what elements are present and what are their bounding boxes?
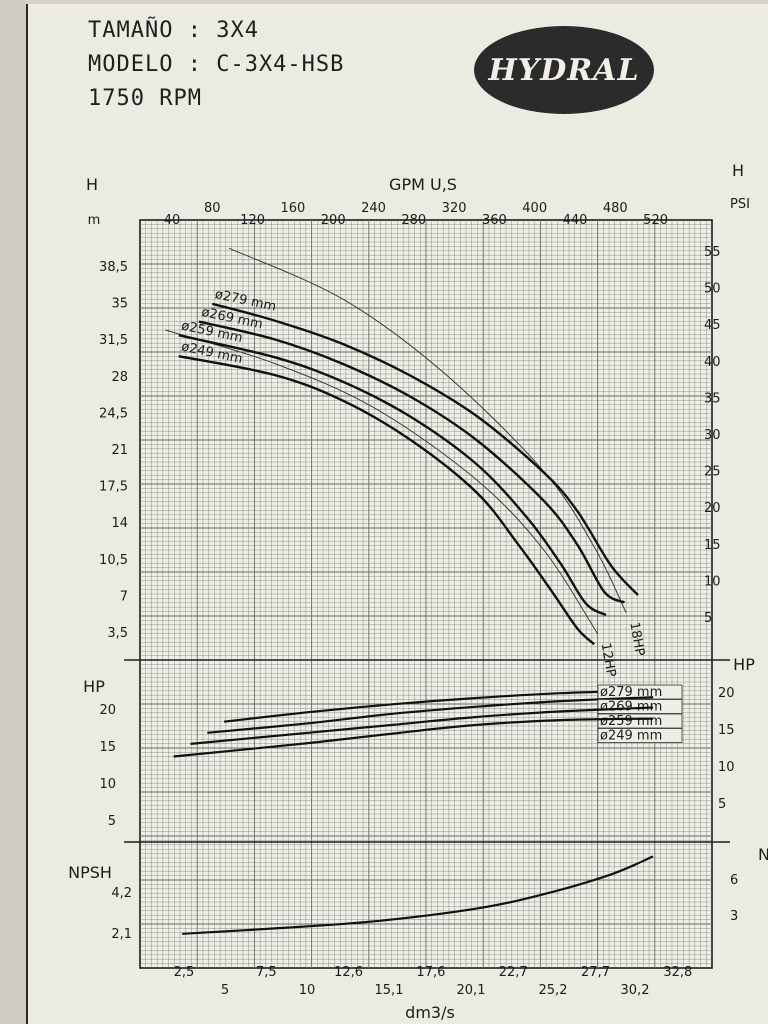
npsh-axis-label-left: NPSH <box>68 863 112 882</box>
npsh-tick-label-right: 3 <box>730 909 738 924</box>
gpm-tick-label: 440 <box>563 213 588 228</box>
hp-limit-curve <box>228 247 627 614</box>
dm3s-tick-label-row2: 15,1 <box>375 983 404 998</box>
head-axis-label-left: H <box>86 175 98 194</box>
head-curve <box>178 355 596 646</box>
power-curve-label-box <box>597 728 683 743</box>
power-curve <box>223 689 654 723</box>
power-curve-label-box <box>597 713 683 729</box>
power-curve <box>173 717 654 758</box>
dm3s-tick-label-row1: 7,5 <box>256 965 277 980</box>
gpm-tick-label: 160 <box>280 201 305 216</box>
gpm-tick-label: 520 <box>643 213 668 228</box>
head-psi-tick-label: 30 <box>704 428 721 443</box>
dm3s-tick-label-row1: 2,5 <box>174 965 195 980</box>
head-psi-tick-label: 45 <box>704 318 721 333</box>
dm3s-tick-label-row1: 32,8 <box>663 965 692 980</box>
npsh-tick-label-right: 6 <box>730 873 738 888</box>
gpm-tick-label: 40 <box>164 213 181 228</box>
power-axis-label-left: HP <box>83 677 105 696</box>
gpm-tick-label: 400 <box>522 201 547 216</box>
power-tick-label-left: 10 <box>99 777 116 792</box>
gpm-tick-label: 480 <box>603 201 628 216</box>
power-tick-label-left: 15 <box>99 740 116 755</box>
hp-limit-label: 18HP <box>626 621 647 657</box>
npsh-curve <box>182 855 654 935</box>
head-m-tick-label: 14 <box>111 516 128 531</box>
head-psi-tick-label: 20 <box>704 501 721 516</box>
power-curve-label-box <box>597 684 683 700</box>
gpm-tick-label: 320 <box>442 201 467 216</box>
gpm-tick-label: 200 <box>321 213 346 228</box>
head-m-tick-label: 35 <box>111 297 128 312</box>
power-tick-label-right: 20 <box>718 686 735 701</box>
dm3s-tick-label-row1: 17,6 <box>416 965 445 980</box>
gpm-tick-label: 80 <box>204 201 221 216</box>
dm3s-tick-label-row2: 5 <box>221 983 229 998</box>
power-curve-label: ø269 mm <box>600 700 662 715</box>
dm3s-tick-label-row2: 30,2 <box>621 983 650 998</box>
head-m-tick-label: 28 <box>111 370 128 385</box>
dm3s-tick-label-row2: 20,1 <box>457 983 486 998</box>
npsh-axis-label-right: NPSH <box>758 845 768 864</box>
head-curve <box>198 320 626 604</box>
dm3s-tick-label-row1: 22,7 <box>499 965 528 980</box>
dm3s-axis-label: dm3/s <box>405 1003 455 1022</box>
head-psi-tick-label: 5 <box>704 611 712 626</box>
logo-text: HYDRAL <box>488 52 640 88</box>
dm3s-tick-label-row1: 12,6 <box>334 965 363 980</box>
head-m-tick-label: 31,5 <box>99 333 128 348</box>
gpm-tick-label: 280 <box>401 213 426 228</box>
head-m-tick-label: 17,5 <box>99 480 128 495</box>
gpm-tick-label: 240 <box>361 201 386 216</box>
head-psi-tick-label: 50 <box>704 282 721 297</box>
head-curve <box>211 302 639 596</box>
power-curve <box>207 696 654 734</box>
hp-limit-curve <box>165 329 599 635</box>
hydral-logo: HYDRAL <box>474 26 654 114</box>
gpm-axis-label: GPM U,S <box>389 175 457 194</box>
power-tick-label-left: 20 <box>99 703 116 718</box>
power-curve-label-box <box>597 699 683 714</box>
head-m-tick-label: 38,5 <box>99 260 128 275</box>
head-m-tick-label: 24,5 <box>99 406 128 421</box>
head-axis-unit-right: PSI <box>730 197 750 212</box>
head-psi-tick-label: 25 <box>704 465 721 480</box>
power-curve-label: ø249 mm <box>600 729 662 744</box>
power-tick-label-right: 10 <box>718 760 735 775</box>
head-psi-tick-label: 35 <box>704 391 721 406</box>
head-m-tick-label: 3,5 <box>107 626 128 641</box>
model-label: MODELO : C-3X4-HSB <box>88 52 345 77</box>
npsh-tick-label-left: 4,2 <box>111 886 132 901</box>
head-psi-tick-label: 15 <box>704 538 721 553</box>
head-psi-tick-label: 40 <box>704 355 721 370</box>
gpm-tick-label: 360 <box>482 213 507 228</box>
dm3s-tick-label-row2: 25,2 <box>539 983 568 998</box>
head-psi-tick-label: 10 <box>704 574 721 589</box>
dm3s-tick-label-row2: 10 <box>299 983 316 998</box>
dm3s-tick-label-row1: 27,7 <box>581 965 610 980</box>
power-tick-label-right: 15 <box>718 723 735 738</box>
npsh-tick-label-left: 2,1 <box>111 927 132 942</box>
power-curve-label: ø259 mm <box>600 714 662 729</box>
size-label: TAMAÑO : 3X4 <box>88 18 259 43</box>
head-m-tick-label: 7 <box>120 589 128 604</box>
head-axis-label-right: H <box>732 161 744 180</box>
head-m-tick-label: 10,5 <box>99 553 128 568</box>
binder-edge <box>0 0 26 1024</box>
power-curve-label: ø279 mm <box>600 685 662 700</box>
gpm-tick-label: 120 <box>240 213 265 228</box>
head-m-tick-label: 21 <box>111 443 128 458</box>
head-psi-tick-label: 55 <box>704 245 721 260</box>
head-axis-unit-left: m <box>88 213 101 228</box>
power-tick-label-right: 5 <box>718 797 726 812</box>
power-curve <box>190 706 654 745</box>
hp-limit-label: 12HP <box>598 642 619 678</box>
power-tick-label-left: 5 <box>108 814 116 829</box>
rpm-label: 1750 RPM <box>88 86 202 111</box>
head-curve <box>178 334 607 617</box>
power-axis-label-right: HP <box>733 655 755 674</box>
